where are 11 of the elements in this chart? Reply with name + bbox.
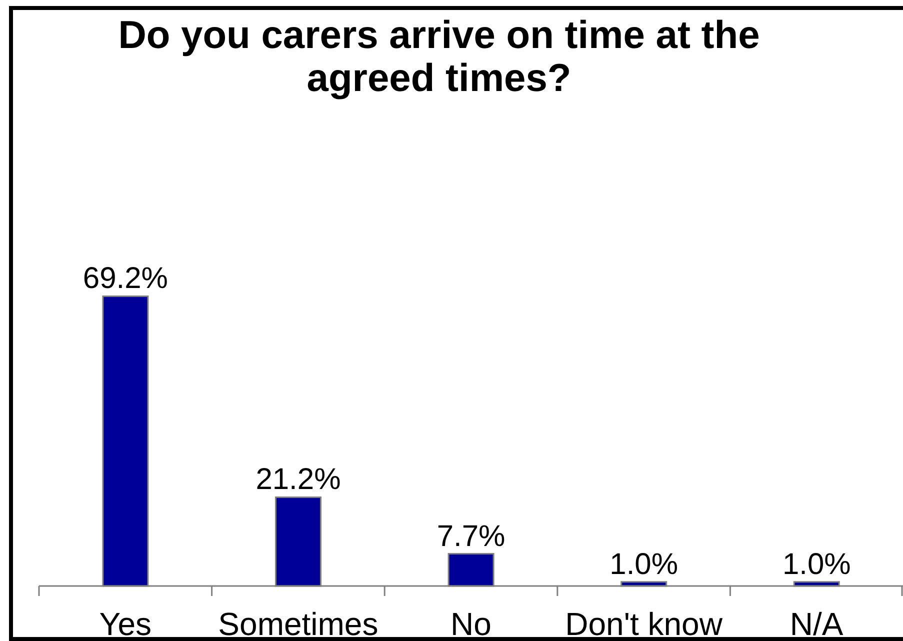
data-label: 1.0%: [782, 548, 851, 581]
data-label: 1.0%: [610, 548, 678, 581]
data-label: 21.2%: [256, 463, 341, 496]
data-label: 7.7%: [436, 520, 506, 553]
x-tick-label: Yes: [99, 606, 152, 641]
x-tick-label: N/A: [790, 606, 844, 641]
chart-title: Do you carers arrive on time at the agreed times?: [117, 14, 761, 100]
x-tick-label: Sometimes: [218, 606, 378, 641]
data-label: 69.2%: [82, 262, 168, 296]
x-tick-label: No: [450, 606, 492, 641]
x-tick-label: Don't know: [565, 606, 724, 641]
